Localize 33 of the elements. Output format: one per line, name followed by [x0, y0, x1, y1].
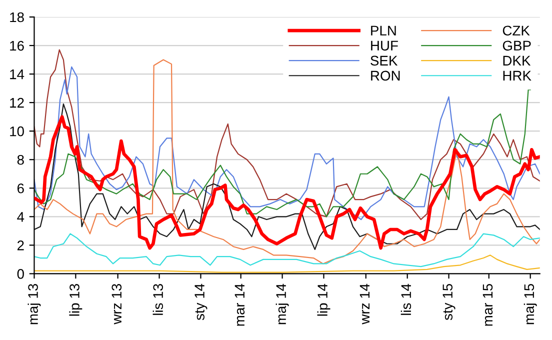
y-tick-label: 16 [10, 40, 24, 51]
legend-label: GBP [502, 40, 531, 51]
x-tick-label: lis 13 [152, 284, 163, 315]
x-tick-label: lip 13 [69, 284, 82, 316]
x-tick-label: maj 15 [524, 284, 537, 324]
y-tick-label: 0 [17, 269, 24, 279]
x-tick-label: wrz 13 [112, 284, 122, 324]
line-series [34, 89, 531, 218]
x-tick-label: maj 14 [276, 284, 289, 324]
y-tick-label: 6 [17, 183, 24, 194]
line-series [34, 233, 540, 268]
y-tick-label: 4 [17, 212, 24, 222]
legend-label: HRK [503, 70, 532, 80]
legend-label: HUF [371, 40, 398, 51]
x-tick-label: wrz 14 [360, 284, 370, 324]
y-tick-label: 8 [17, 154, 24, 165]
x-tick-label: lip 14 [317, 284, 330, 316]
legend-label: CZK [502, 26, 530, 36]
x-tick-label: maj 13 [28, 284, 41, 324]
x-tick-label: sty 14 [194, 284, 208, 320]
legend-label: RON [371, 70, 400, 81]
y-tick-label: 2 [17, 240, 24, 250]
legend-label: SEK [370, 56, 398, 66]
y-tick-label: 18 [10, 12, 24, 22]
x-tick-label: mar 15 [482, 284, 493, 326]
legend-label: PLN [371, 26, 396, 36]
x-tick-label: mar 14 [234, 284, 245, 326]
legend-label: DKK [503, 56, 531, 66]
x-tick-label: lis 14 [400, 284, 412, 315]
y-tick-label: 10 [10, 126, 24, 136]
y-tick-label: 12 [10, 98, 24, 108]
y-tick-label: 14 [10, 70, 24, 80]
x-tick-label: sty 15 [442, 284, 456, 320]
